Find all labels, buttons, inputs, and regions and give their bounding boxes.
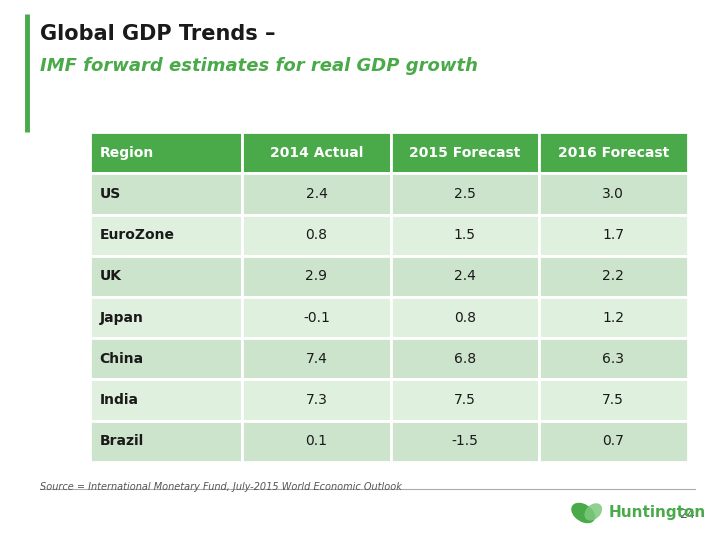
Text: 0.1: 0.1 bbox=[305, 434, 328, 448]
Text: 2.2: 2.2 bbox=[602, 269, 624, 284]
Text: India: India bbox=[99, 393, 138, 407]
Text: 7.5: 7.5 bbox=[602, 393, 624, 407]
Text: 0.8: 0.8 bbox=[454, 310, 476, 325]
Text: 24: 24 bbox=[679, 508, 695, 521]
Text: 1.2: 1.2 bbox=[602, 310, 624, 325]
Text: 7.5: 7.5 bbox=[454, 393, 476, 407]
Text: EuroZone: EuroZone bbox=[99, 228, 174, 242]
Text: 2.9: 2.9 bbox=[305, 269, 328, 284]
Text: Source = International Monetary Fund, July-2015 World Economic Outlook: Source = International Monetary Fund, Ju… bbox=[40, 482, 402, 492]
Text: US: US bbox=[99, 187, 121, 201]
Text: 2.5: 2.5 bbox=[454, 187, 476, 201]
Text: Japan: Japan bbox=[99, 310, 143, 325]
Text: 1.5: 1.5 bbox=[454, 228, 476, 242]
Text: Brazil: Brazil bbox=[99, 434, 143, 448]
Text: 2016 Forecast: 2016 Forecast bbox=[557, 146, 669, 160]
Text: China: China bbox=[99, 352, 143, 366]
Text: 2.4: 2.4 bbox=[305, 187, 328, 201]
Text: Global GDP Trends –: Global GDP Trends – bbox=[40, 24, 275, 44]
Text: 1.7: 1.7 bbox=[602, 228, 624, 242]
Text: Huntington: Huntington bbox=[608, 505, 706, 521]
Text: 2015 Forecast: 2015 Forecast bbox=[409, 146, 521, 160]
Text: 2014 Actual: 2014 Actual bbox=[270, 146, 363, 160]
Text: UK: UK bbox=[99, 269, 122, 284]
Text: 2.4: 2.4 bbox=[454, 269, 476, 284]
Text: 3.0: 3.0 bbox=[602, 187, 624, 201]
Text: -0.1: -0.1 bbox=[303, 310, 330, 325]
Text: 0.8: 0.8 bbox=[305, 228, 328, 242]
Text: IMF forward estimates for real GDP growth: IMF forward estimates for real GDP growt… bbox=[40, 57, 477, 75]
Text: -1.5: -1.5 bbox=[451, 434, 478, 448]
Text: Region: Region bbox=[99, 146, 153, 160]
Text: 6.3: 6.3 bbox=[602, 352, 624, 366]
Text: 6.8: 6.8 bbox=[454, 352, 476, 366]
Text: 7.3: 7.3 bbox=[305, 393, 328, 407]
Text: 0.7: 0.7 bbox=[602, 434, 624, 448]
Text: 7.4: 7.4 bbox=[305, 352, 328, 366]
